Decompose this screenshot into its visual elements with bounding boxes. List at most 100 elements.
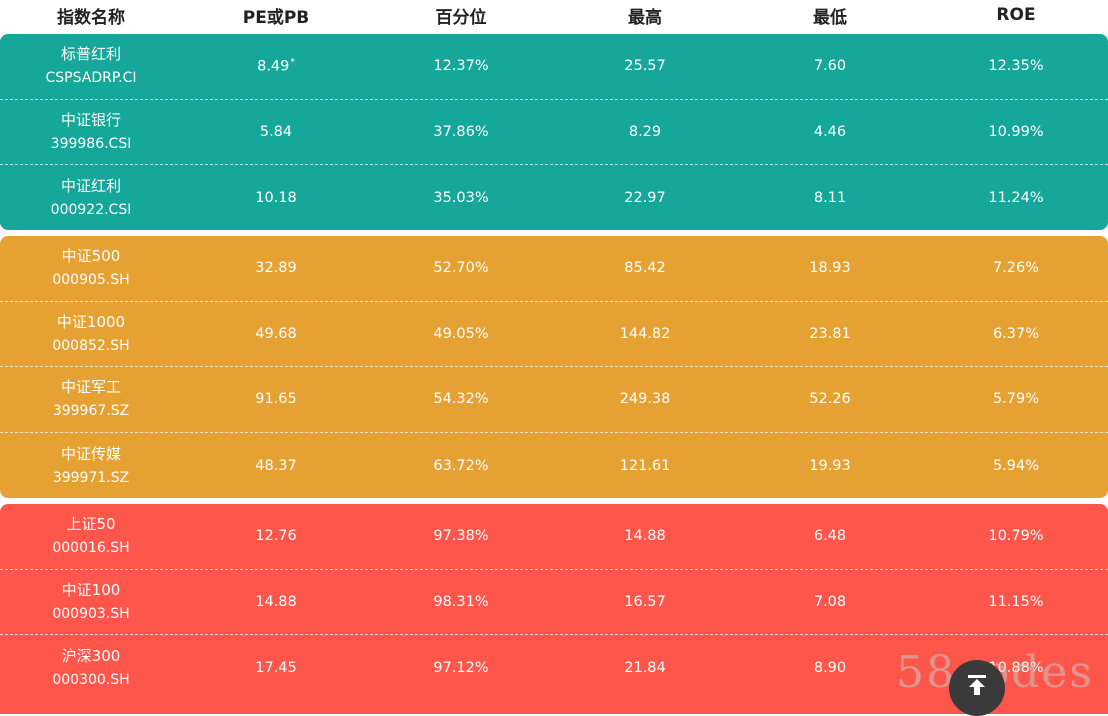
pe-pb-value: 10.18: [255, 189, 297, 206]
table-row[interactable]: 中证传媒 399971.SZ 48.37 63.72% 121.61 19.93…: [0, 433, 1108, 498]
low-value: 19.93: [809, 457, 851, 474]
pe-pb-value: 49.68: [255, 325, 297, 342]
table-row[interactable]: 中证军工 399967.SZ 91.65 54.32% 249.38 52.26…: [0, 367, 1108, 433]
table-row[interactable]: 中证500 000905.SH 32.89 52.70% 85.42 18.93…: [0, 236, 1108, 302]
index-code: 399986.CSI: [50, 135, 132, 152]
roe-value: 10.99%: [988, 123, 1044, 140]
roe-value: 7.26%: [992, 260, 1040, 277]
index-name-cell: 上证50 000016.SH: [52, 512, 129, 560]
high-value: 249.38: [619, 391, 671, 408]
table-row[interactable]: 中证红利 000922.CSI 10.18 35.03% 22.97 8.11 …: [0, 165, 1108, 230]
index-code: 000905.SH: [52, 272, 130, 289]
index-name-cell: 沪深300 000300.SH: [52, 644, 129, 692]
index-code: 000300.SH: [52, 671, 130, 688]
low-value: 23.81: [809, 325, 851, 342]
roe-value: 10.88%: [988, 659, 1044, 676]
percentile-value: 49.05%: [433, 325, 489, 342]
table-row[interactable]: 沪深300 000300.SH 17.45 97.12% 21.84 8.90 …: [0, 635, 1108, 701]
roe-value: 5.94%: [992, 457, 1040, 474]
index-name-cell: 中证银行 399986.CSI: [51, 108, 132, 156]
percentile-value: 97.12%: [433, 659, 489, 676]
index-name: 中证500: [61, 247, 121, 266]
roe-value: 11.15%: [988, 593, 1044, 610]
percentile-value: 52.70%: [433, 260, 489, 277]
table-header: 指数名称 PE或PB 百分位 最高 最低 ROE: [0, 0, 1108, 30]
roe-value: 5.79%: [992, 391, 1040, 408]
low-value: 7.60: [813, 58, 847, 75]
pe-pb-value: 17.45: [255, 659, 297, 676]
header-percentile: 百分位: [435, 7, 487, 28]
percentile-value: 98.31%: [433, 593, 489, 610]
index-code: 000922.CSI: [50, 201, 132, 218]
index-name: 上证50: [66, 515, 116, 534]
low-value: 18.93: [809, 260, 851, 277]
index-name-cell: 中证500 000905.SH: [52, 244, 129, 292]
roe-value: 12.35%: [988, 58, 1044, 75]
low-value: 8.11: [813, 189, 847, 206]
index-name: 中证军工: [60, 378, 121, 397]
high-value: 14.88: [624, 528, 666, 545]
pe-pb-value: 12.76: [255, 528, 297, 545]
high-value: 21.84: [624, 659, 666, 676]
low-value: 8.90: [813, 659, 847, 676]
low-value: 52.26: [809, 391, 851, 408]
percentile-value: 37.86%: [433, 123, 489, 140]
roe-value: 11.24%: [988, 189, 1044, 206]
header-name: 指数名称: [57, 7, 125, 28]
index-name-cell: 中证红利 000922.CSI: [51, 174, 132, 222]
index-name: 中证红利: [60, 176, 121, 195]
index-code: 399971.SZ: [52, 469, 130, 486]
index-code: 000903.SH: [52, 605, 130, 622]
low-value: 7.08: [813, 593, 847, 610]
header-pe-pb: PE或PB: [242, 7, 310, 28]
pe-pb-value: 5.84: [259, 123, 293, 140]
group-dividend-bank: 标普红利 CSPSADRP.CI 8.49* 12.37% 25.57 7.60…: [0, 34, 1108, 230]
roe-value: 6.37%: [992, 325, 1040, 342]
header-low: 最低: [813, 7, 847, 28]
pe-pb-value: 48.37: [255, 457, 297, 474]
table-row[interactable]: 中证100 000903.SH 14.88 98.31% 16.57 7.08 …: [0, 570, 1108, 636]
table-row[interactable]: 中证1000 000852.SH 49.68 49.05% 144.82 23.…: [0, 302, 1108, 368]
index-name-cell: 中证1000 000852.SH: [52, 310, 129, 358]
group-mid-small-cap: 中证500 000905.SH 32.89 52.70% 85.42 18.93…: [0, 236, 1108, 498]
low-value: 4.46: [813, 123, 847, 140]
percentile-value: 35.03%: [433, 189, 489, 206]
footnote-star: *: [290, 57, 295, 68]
percentile-value: 54.32%: [433, 391, 489, 408]
percentile-value: 97.38%: [433, 528, 489, 545]
pe-pb-value: 14.88: [255, 593, 297, 610]
index-name: 中证银行: [60, 110, 121, 129]
index-name: 中证100: [61, 580, 121, 599]
index-name: 沪深300: [61, 646, 121, 665]
percentile-value: 12.37%: [433, 58, 489, 75]
index-name: 标普红利: [60, 45, 122, 64]
index-code: 000852.SH: [52, 337, 130, 354]
roe-value: 10.79%: [988, 528, 1044, 545]
high-value: 85.42: [624, 260, 666, 277]
high-value: 22.97: [624, 189, 666, 206]
back-to-top-button[interactable]: [949, 660, 1005, 716]
index-code: 000016.SH: [52, 540, 130, 557]
high-value: 144.82: [619, 325, 671, 342]
table-row[interactable]: 标普红利 CSPSADRP.CI 8.49* 12.37% 25.57 7.60…: [0, 34, 1108, 100]
index-name-cell: 标普红利 CSPSADRP.CI: [46, 42, 137, 90]
index-code: 399967.SZ: [52, 403, 130, 420]
index-name-cell: 中证军工 399967.SZ: [53, 375, 129, 423]
header-roe: ROE: [996, 5, 1036, 25]
index-name: 中证1000: [56, 312, 126, 331]
high-value: 121.61: [619, 457, 671, 474]
high-value: 25.57: [624, 58, 666, 75]
pe-pb-value: 32.89: [255, 260, 297, 277]
low-value: 6.48: [813, 528, 847, 545]
index-name: 中证传媒: [60, 444, 121, 463]
index-code: CSPSADRP.CI: [45, 70, 137, 87]
high-value: 16.57: [624, 593, 666, 610]
table-row[interactable]: 中证银行 399986.CSI 5.84 37.86% 8.29 4.46 10…: [0, 100, 1108, 166]
table-row[interactable]: 上证50 000016.SH 12.76 97.38% 14.88 6.48 1…: [0, 504, 1108, 570]
pe-pb-value: 91.65: [255, 391, 297, 408]
arrow-up-to-line-icon: [968, 675, 986, 695]
index-name-cell: 中证传媒 399971.SZ: [53, 442, 129, 490]
pe-pb-value: 8.49*: [257, 57, 295, 75]
header-high: 最高: [628, 7, 662, 28]
index-name-cell: 中证100 000903.SH: [52, 578, 129, 626]
